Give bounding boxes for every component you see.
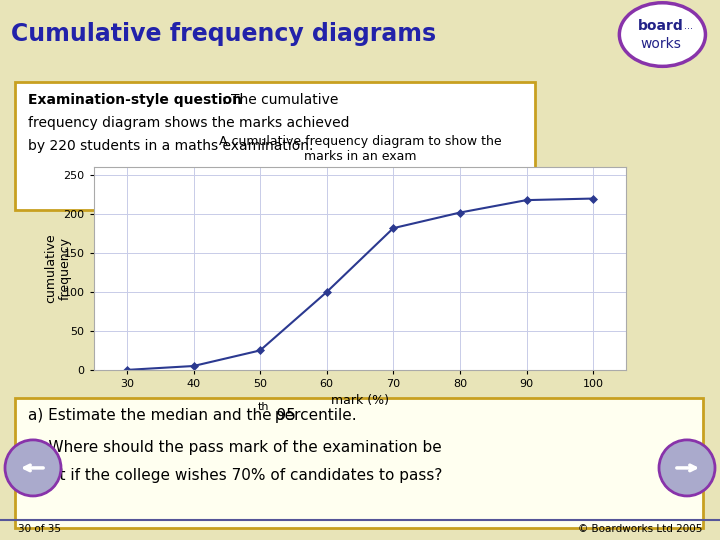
Text: Cumulative frequency diagrams: Cumulative frequency diagrams xyxy=(11,22,436,46)
Text: works: works xyxy=(640,37,681,51)
Text: percentile.: percentile. xyxy=(270,408,356,423)
Text: 30 of 35: 30 of 35 xyxy=(18,524,61,534)
Circle shape xyxy=(619,3,706,66)
Text: a) Estimate the median and the 95: a) Estimate the median and the 95 xyxy=(28,408,296,423)
Y-axis label: cumulative
frequency: cumulative frequency xyxy=(44,234,72,303)
Circle shape xyxy=(659,440,715,496)
Title: A cumulative frequency diagram to show the
marks in an exam: A cumulative frequency diagram to show t… xyxy=(219,136,501,164)
Text: frequency diagram shows the marks achieved: frequency diagram shows the marks achiev… xyxy=(28,116,349,130)
X-axis label: mark (%): mark (%) xyxy=(331,395,389,408)
Text: ...: ... xyxy=(684,21,693,31)
FancyBboxPatch shape xyxy=(15,82,535,210)
FancyBboxPatch shape xyxy=(15,398,703,528)
Text: set if the college wishes 70% of candidates to pass?: set if the college wishes 70% of candida… xyxy=(42,468,442,483)
Text: th: th xyxy=(258,402,269,412)
Text: b) Where should the pass mark of the examination be: b) Where should the pass mark of the exa… xyxy=(28,440,442,455)
Text: Examination-style question: Examination-style question xyxy=(28,92,242,106)
Text: : The cumulative: : The cumulative xyxy=(222,92,338,106)
Circle shape xyxy=(5,440,61,496)
Text: © Boardworks Ltd 2005: © Boardworks Ltd 2005 xyxy=(577,524,702,534)
Text: board: board xyxy=(638,18,683,32)
Text: by 220 students in a maths examination.: by 220 students in a maths examination. xyxy=(28,139,313,153)
